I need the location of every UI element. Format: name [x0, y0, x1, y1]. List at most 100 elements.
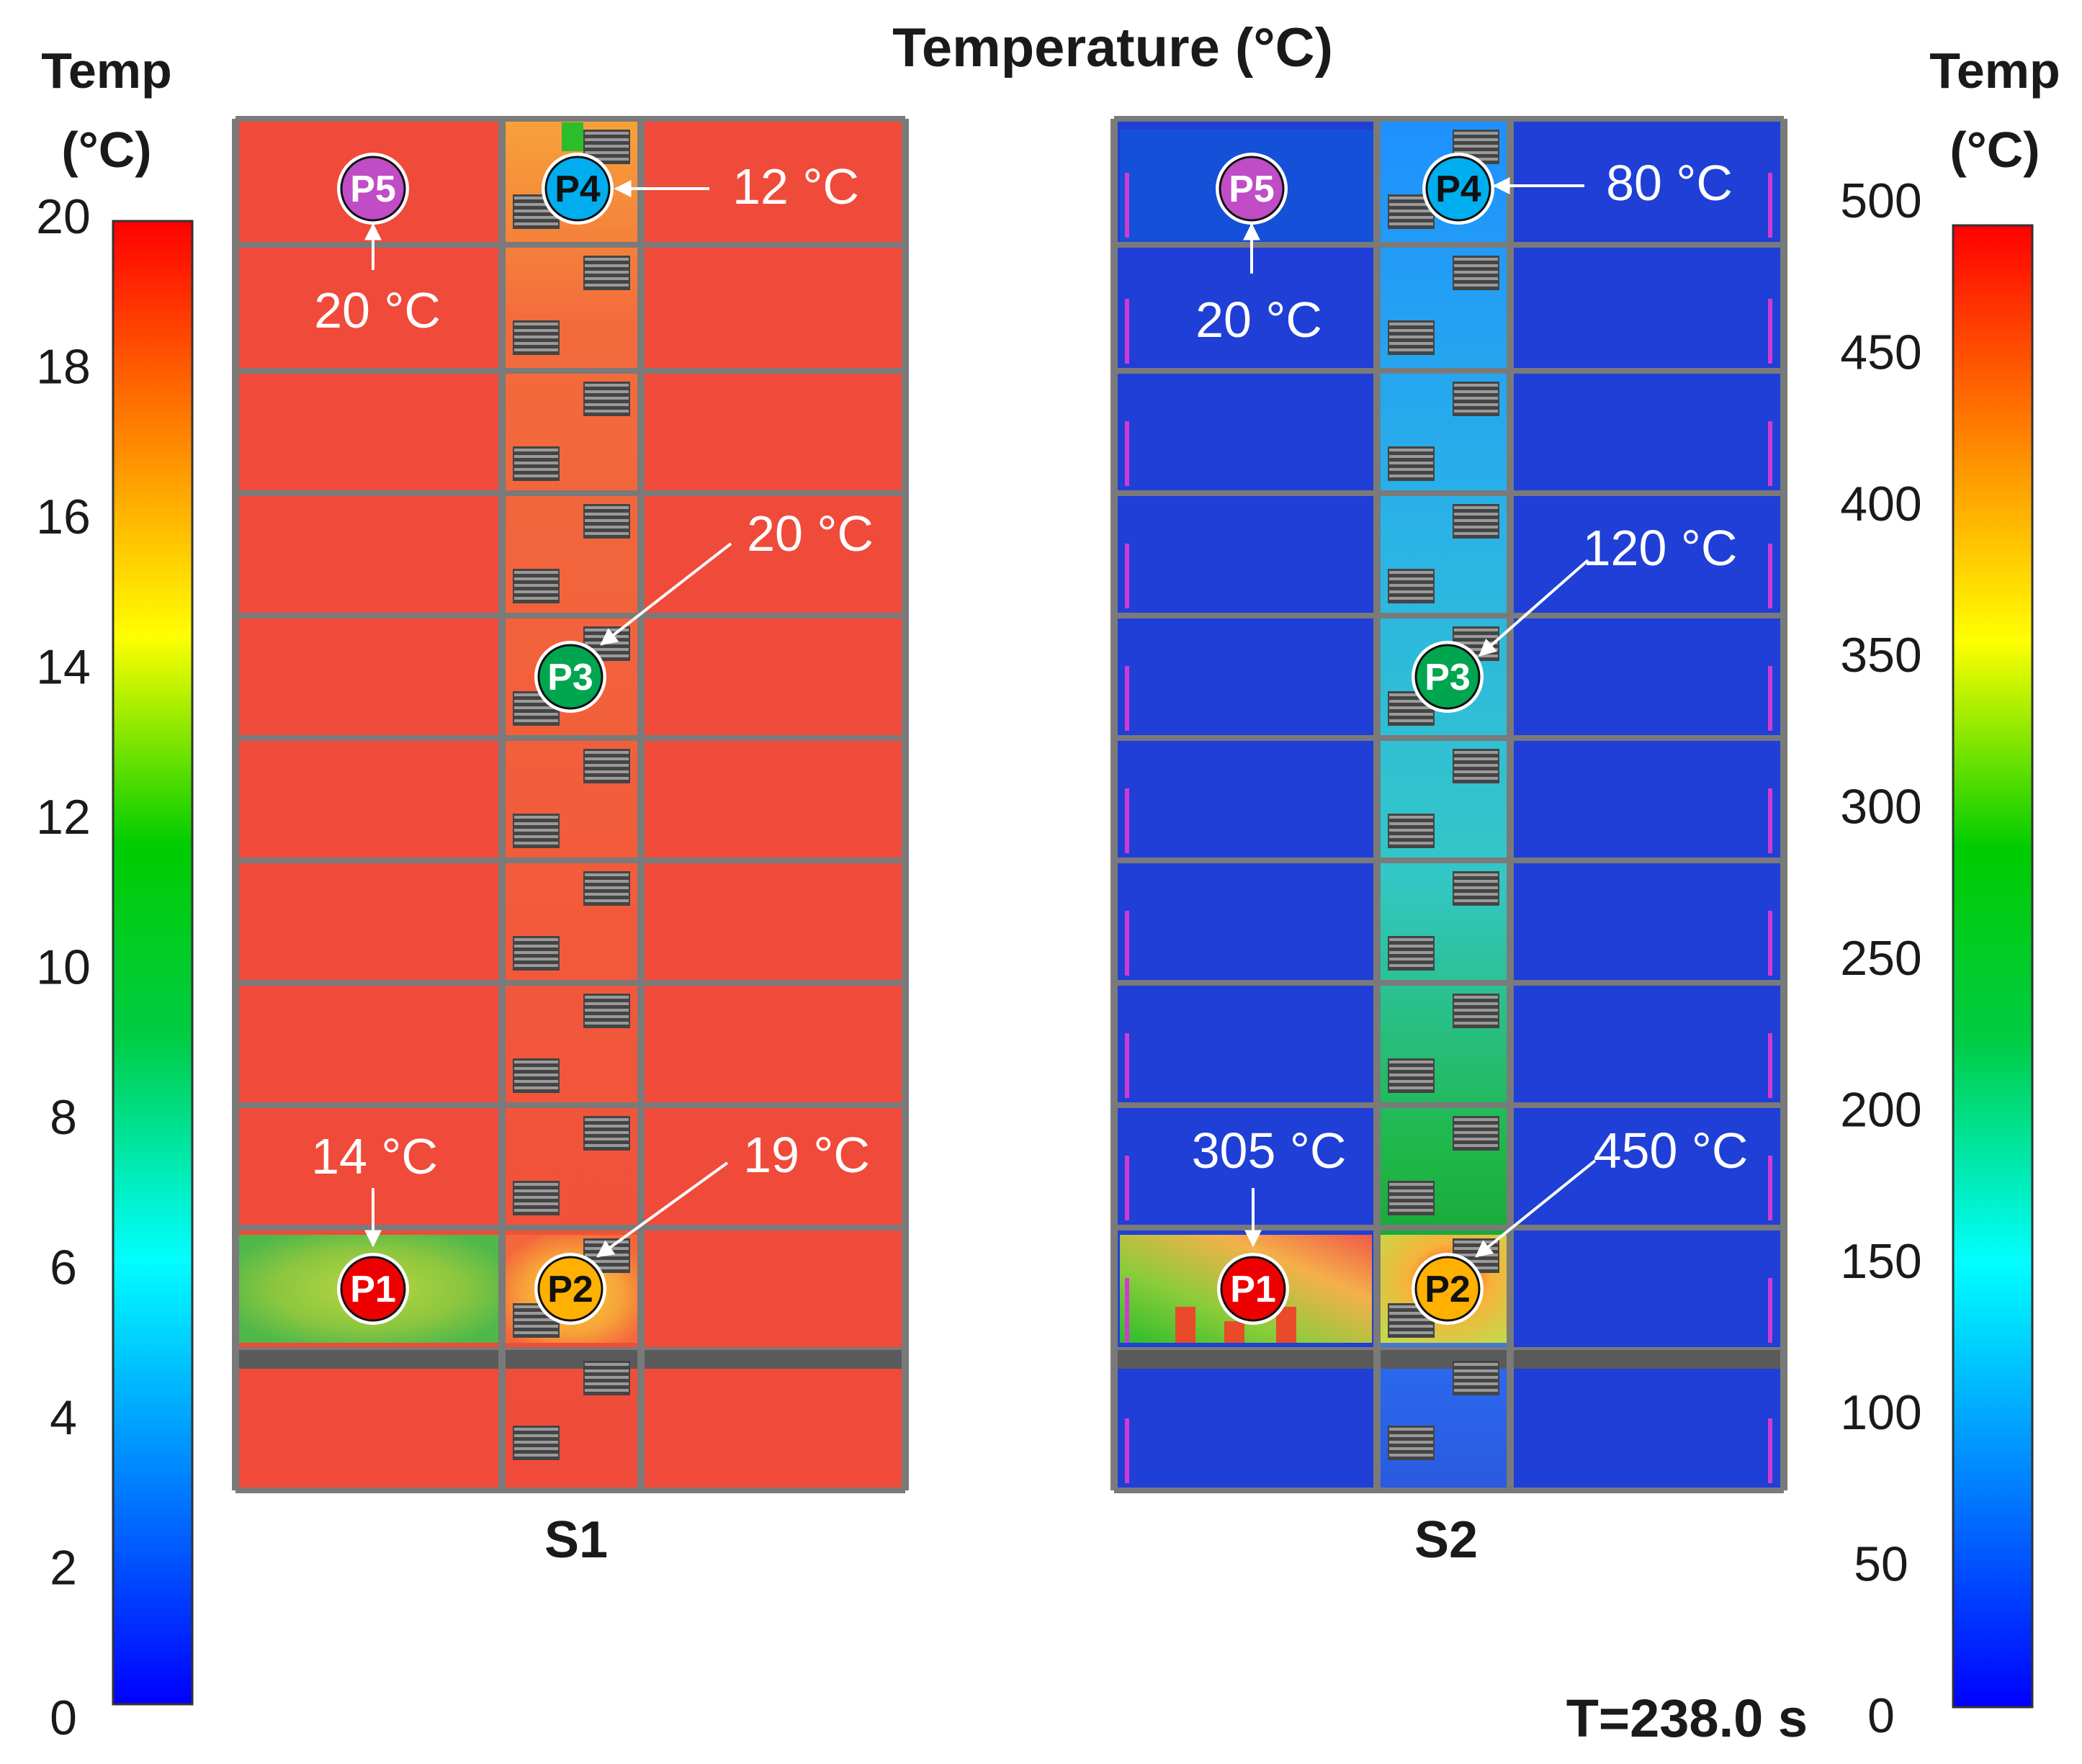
- s2-stair-step: [1389, 816, 1433, 819]
- s2-stair-step: [1454, 770, 1498, 773]
- s2-door-marker: [1125, 1033, 1129, 1098]
- s1-stair-step: [514, 1183, 558, 1186]
- s1-stair-step: [585, 410, 629, 413]
- colorbar-tick-label: 20: [36, 189, 91, 244]
- s1-stair-step: [585, 519, 629, 522]
- colorbar-tick-label: 200: [1840, 1082, 1921, 1137]
- s1-floor-slab: [235, 116, 905, 122]
- s2-stair-step: [1454, 271, 1498, 274]
- s1-wall: [902, 119, 909, 1490]
- s2-stair-step: [1454, 1118, 1498, 1121]
- marker-label: P4: [555, 168, 601, 210]
- colorbar-right-gradient: [1952, 224, 2034, 1709]
- time-label: T=238.0 s: [1566, 1688, 1808, 1748]
- s1-stair-step: [585, 1015, 629, 1018]
- s1-stair-step: [585, 1022, 629, 1025]
- s2-thick-slab: [1114, 1350, 1784, 1369]
- s2-stair-step: [1454, 893, 1498, 896]
- s2-stair-step: [1454, 513, 1498, 516]
- s2-stair-step: [1389, 590, 1433, 593]
- s1-stair-step: [585, 264, 629, 267]
- s2-stair-step: [1389, 1067, 1433, 1070]
- s1-stair-step: [514, 1080, 558, 1083]
- s1-stair-step: [514, 577, 558, 580]
- s2-stair-step: [1389, 719, 1433, 722]
- s1-stair-flight: [513, 1303, 560, 1338]
- s2-stair-step: [1454, 506, 1498, 509]
- s2-stair-step: [1389, 577, 1433, 580]
- s2-floor-slab: [1114, 613, 1784, 618]
- s2-stair-step: [1454, 264, 1498, 267]
- s1-p2-marker: P2: [534, 1253, 606, 1325]
- s2-stair-flight: [1388, 936, 1435, 971]
- s1-stair-step: [585, 138, 629, 141]
- s2-door-marker: [1125, 544, 1129, 608]
- s2-stair-step: [1389, 693, 1433, 696]
- colorbar-tick-label: 4: [50, 1390, 77, 1445]
- s1-stair-flight: [513, 1426, 560, 1460]
- marker-dot: [340, 1256, 406, 1322]
- s2-stair-step: [1389, 842, 1433, 845]
- s2-stair-step: [1454, 648, 1498, 651]
- s2-stair-step: [1389, 835, 1433, 838]
- marker-label: P2: [1424, 1269, 1471, 1310]
- s1-stair-step: [514, 945, 558, 948]
- s1-stair-step: [514, 1312, 558, 1315]
- colorbar-tick-label: 250: [1840, 931, 1921, 986]
- s2-stair-step: [1454, 145, 1498, 148]
- s2-stair-step: [1454, 629, 1498, 631]
- s2-stair-step: [1389, 1061, 1433, 1063]
- s1-stair-step: [514, 1196, 558, 1199]
- s2-stair-step: [1454, 410, 1498, 413]
- s1-thick-slab: [235, 1350, 905, 1369]
- s1-floor-slab: [235, 242, 905, 248]
- s1-stair-step: [514, 1305, 558, 1308]
- colorbar-right-unit: (°C): [1949, 122, 2040, 178]
- s2-door-marker: [1125, 421, 1129, 486]
- s1-stair-step: [514, 342, 558, 345]
- s1-stair-step: [585, 648, 629, 651]
- marker-dot: [544, 156, 611, 222]
- s2-stair-step: [1454, 526, 1498, 528]
- colorbar-left-ticks: 0 2 4 6 8 10 12 14 16 18 20: [36, 189, 91, 1745]
- s2-stair-step: [1389, 700, 1433, 703]
- s1-stair-step: [585, 1376, 629, 1379]
- s1-stair-step: [514, 822, 558, 825]
- s2-floor-slab: [1114, 368, 1784, 374]
- s1-stair-step: [585, 258, 629, 261]
- marker-label: P4: [1435, 168, 1481, 210]
- s2-stair-step: [1389, 216, 1433, 219]
- s1-stair-step: [514, 1447, 558, 1450]
- s1-stair-step: [514, 706, 558, 709]
- s1-p4-annotation: 12 °C: [732, 158, 859, 215]
- s2-stair-step: [1389, 203, 1433, 206]
- s2-stair-step: [1389, 222, 1433, 225]
- s1-stair-step: [585, 506, 629, 509]
- s1-p4-marker: P4: [542, 153, 614, 225]
- colorbar-left-unit: (°C): [61, 122, 151, 178]
- s2-stair-step: [1454, 873, 1498, 876]
- s2-door-marker: [1125, 1156, 1129, 1220]
- s1-stair-step: [585, 886, 629, 889]
- s2-stair-step: [1454, 284, 1498, 287]
- s2-p3-annotation: 120 °C: [1583, 520, 1738, 576]
- s2-wall: [1780, 119, 1787, 1490]
- s1-stair-step: [514, 455, 558, 458]
- s1-floor-slab: [235, 858, 905, 863]
- s1-stair-step: [514, 597, 558, 600]
- colorbar-tick-label: 18: [36, 340, 91, 395]
- s2-door-marker: [1768, 299, 1772, 364]
- s2-stair-step: [1389, 1325, 1433, 1328]
- s1-stair-step: [514, 1441, 558, 1444]
- marker-dot: [1219, 156, 1285, 222]
- marker-dot: [1414, 644, 1481, 710]
- s1-wall: [232, 119, 239, 1490]
- s2-fire-source: [1224, 1321, 1244, 1343]
- s1-stair-step: [585, 880, 629, 883]
- s1-stair-step: [514, 474, 558, 477]
- s1-stair-step: [514, 584, 558, 587]
- s1-stair-step: [514, 964, 558, 967]
- s2-door-marker: [1125, 788, 1129, 853]
- s2-stair-flight: [1388, 1181, 1435, 1215]
- s2-stair-step: [1454, 1022, 1498, 1025]
